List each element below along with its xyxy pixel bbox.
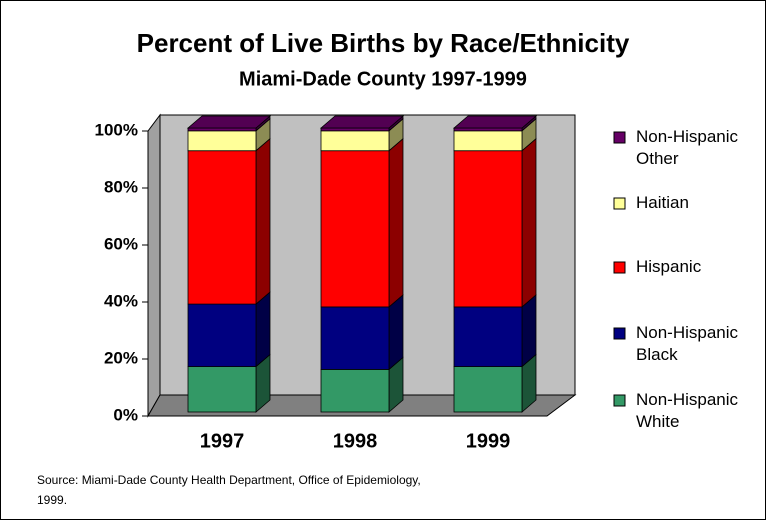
chart-subtitle: Miami-Dade County 1997-1999 bbox=[239, 68, 527, 90]
bar bbox=[453, 366, 523, 413]
bar-side bbox=[521, 137, 537, 308]
bar-top bbox=[452, 115, 538, 129]
legend-label: Hispanic bbox=[636, 257, 702, 276]
bar-side bbox=[255, 291, 271, 368]
bar bbox=[320, 368, 390, 413]
bar bbox=[453, 130, 523, 152]
y-tick-label: 0% bbox=[113, 405, 138, 424]
y-tick-label: 20% bbox=[104, 348, 138, 367]
x-tick-label: 1997 bbox=[200, 430, 245, 452]
y-tick-label: 80% bbox=[104, 177, 138, 196]
bar-side bbox=[255, 137, 271, 305]
bar-side bbox=[388, 294, 404, 371]
legend-swatch bbox=[613, 197, 626, 210]
legend-swatch bbox=[613, 327, 626, 340]
bar-top bbox=[319, 115, 405, 129]
bar bbox=[187, 303, 257, 367]
source-note: Source: Miami-Dade County Health Departm… bbox=[37, 473, 421, 507]
bar bbox=[187, 127, 257, 132]
bar bbox=[453, 150, 523, 308]
bar bbox=[320, 150, 390, 308]
x-tick-label: 1998 bbox=[333, 430, 378, 452]
legend-swatch bbox=[613, 394, 626, 407]
x-tick-label: 1999 bbox=[466, 430, 511, 452]
legend-swatch bbox=[613, 131, 626, 144]
bar bbox=[187, 366, 257, 413]
chart-title: Percent of Live Births by Race/Ethnicity bbox=[137, 28, 630, 58]
bar bbox=[453, 306, 523, 367]
bar bbox=[320, 127, 390, 132]
legend-label: Non-Hispanic Other bbox=[636, 127, 739, 168]
legend-label: Non-Hispanic Black bbox=[636, 323, 739, 364]
bar bbox=[320, 306, 390, 370]
legend-swatch bbox=[613, 261, 626, 274]
bar-side bbox=[521, 294, 537, 368]
bar bbox=[187, 150, 257, 305]
y-tick-label: 60% bbox=[104, 234, 138, 253]
bar bbox=[320, 130, 390, 152]
legend-label: Non-Hispanic White bbox=[636, 390, 739, 431]
left-wall bbox=[147, 113, 161, 418]
y-tick-label: 40% bbox=[104, 291, 138, 310]
bar-side bbox=[388, 137, 404, 308]
legend-label: Haitian bbox=[636, 193, 689, 212]
bar-top bbox=[186, 115, 272, 129]
y-tick-label: 100% bbox=[95, 120, 138, 139]
bar bbox=[453, 127, 523, 132]
bar bbox=[187, 130, 257, 152]
